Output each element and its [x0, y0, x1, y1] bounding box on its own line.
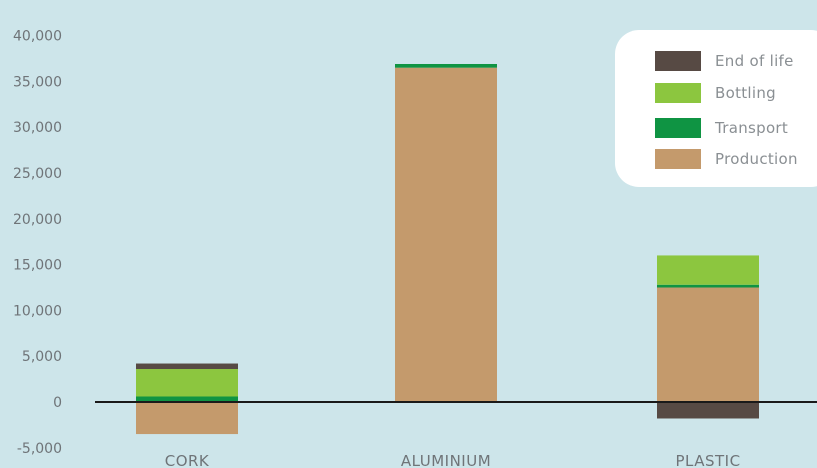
legend-swatch-end-of-life — [655, 51, 701, 71]
legend-label-end-of-life: End of life — [715, 52, 794, 70]
y-tick-label: 15,000 — [13, 258, 62, 274]
y-tick-label: 25,000 — [13, 166, 62, 182]
legend-item-end-of-life: End of life — [655, 51, 794, 71]
x-tick-label-cork: CORK — [165, 452, 210, 468]
legend-swatch-production — [655, 149, 701, 169]
bar-plastic-end-of-life — [657, 402, 759, 419]
bar-aluminium-transport — [395, 63, 497, 68]
bar-cork-bottling — [136, 369, 238, 397]
bar-cork-production — [136, 402, 238, 435]
y-tick-label: -5,000 — [17, 441, 62, 457]
legend: End of life Bottling Transport Productio… — [615, 30, 817, 187]
bar-plastic-transport — [657, 284, 759, 288]
bar-plastic-production — [657, 287, 759, 402]
legend-label-bottling: Bottling — [715, 84, 776, 102]
y-tick-label: 30,000 — [13, 120, 62, 136]
legend-swatch-transport — [655, 118, 701, 138]
legend-item-transport: Transport — [655, 118, 788, 138]
bar-cork-end-of-life — [136, 363, 238, 370]
x-axis-labels: CORK ALUMINIUM PLASTIC — [165, 452, 740, 468]
legend-label-transport: Transport — [715, 119, 789, 137]
legend-label-production: Production — [715, 150, 798, 168]
bar-cork-transport — [136, 396, 238, 402]
x-tick-label-aluminium: ALUMINIUM — [401, 452, 491, 468]
y-tick-label: 10,000 — [13, 303, 62, 319]
legend-swatch-bottling — [655, 83, 701, 103]
y-tick-label: 5,000 — [22, 349, 62, 365]
x-tick-label-plastic: PLASTIC — [675, 452, 740, 468]
legend-item-production: Production — [655, 149, 798, 169]
y-tick-label: 40,000 — [13, 29, 62, 45]
bar-aluminium-production — [395, 67, 497, 402]
bar-plastic-bottling — [657, 255, 759, 285]
y-tick-label: 0 — [53, 395, 62, 411]
y-tick-label: 35,000 — [13, 74, 62, 90]
legend-item-bottling: Bottling — [655, 83, 776, 103]
y-axis-ticks: 40,000 35,000 30,000 25,000 20,000 15,000 10,0… — [13, 29, 62, 457]
bars — [136, 63, 759, 435]
y-tick-label: 20,000 — [13, 212, 62, 228]
